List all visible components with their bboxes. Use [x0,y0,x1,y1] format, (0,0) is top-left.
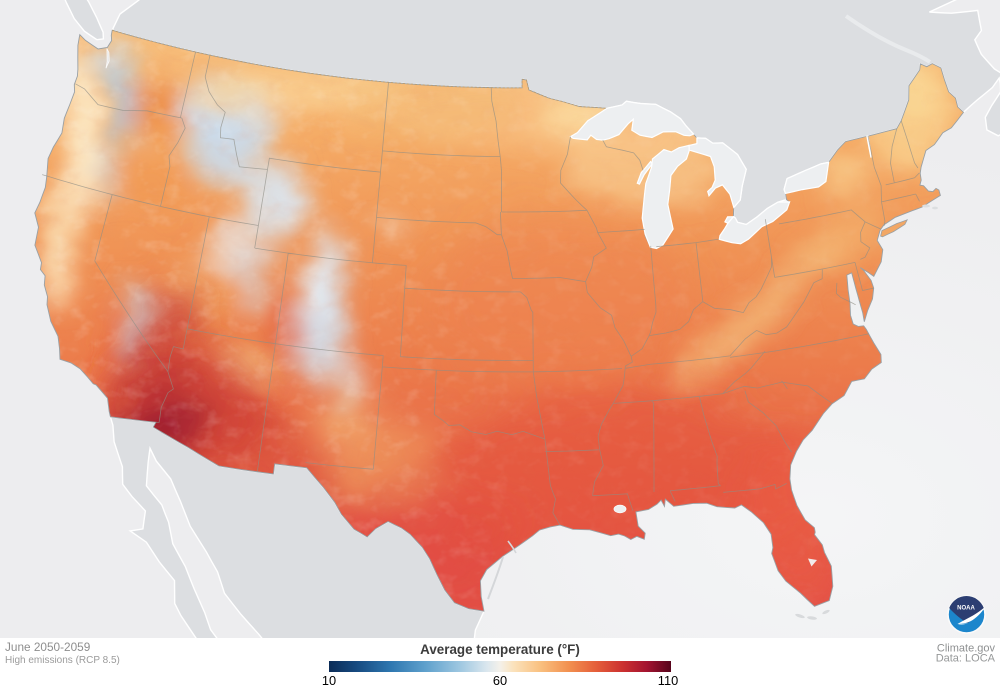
svg-text:60: 60 [493,673,507,688]
svg-text:Average temperature (°F): Average temperature (°F) [420,642,580,657]
svg-text:Climate.gov: Climate.gov [937,643,996,655]
svg-text:110: 110 [658,673,678,688]
svg-text:10: 10 [322,673,336,688]
svg-text:NOAA: NOAA [957,606,975,612]
svg-text:High emissions (RCP 8.5): High emissions (RCP 8.5) [5,655,120,666]
svg-text:June 2050-2059: June 2050-2059 [5,640,90,654]
svg-text:Data: LOCA: Data: LOCA [936,653,996,665]
